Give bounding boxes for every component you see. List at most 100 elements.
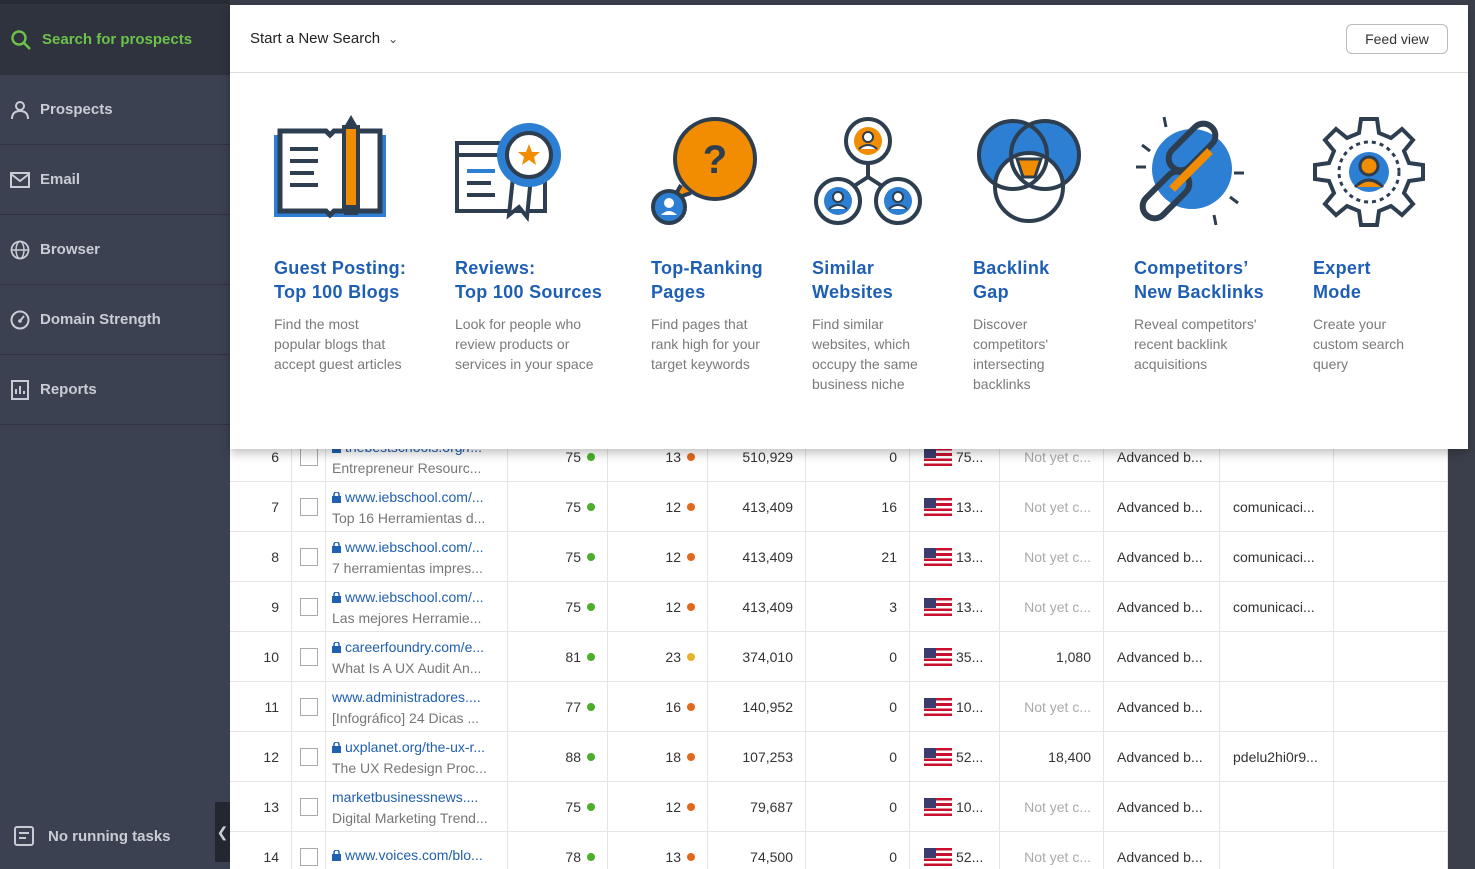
prospect-url-link[interactable]: careerfoundry.com/e... xyxy=(332,639,502,655)
sidebar-item-prospects[interactable]: Prospects xyxy=(0,75,230,145)
card-competitors-new-backlinks[interactable]: Competitors’ New Backlinks Reveal competi… xyxy=(1134,115,1274,374)
domain-rating-cell: 75 xyxy=(508,532,608,582)
backlinks-value: 21 xyxy=(881,549,897,565)
book-pencil-icon xyxy=(274,115,386,219)
prospect-url-link[interactable]: uxplanet.org/the-ux-r... xyxy=(332,739,502,755)
prospect-url-link[interactable]: www.iebschool.com/... xyxy=(332,589,502,605)
keyword-cell xyxy=(1220,832,1334,869)
prospect-url-link[interactable]: www.iebschool.com/... xyxy=(332,539,502,555)
keyword-value: comunicaci... xyxy=(1233,499,1315,515)
url-rating-value: 23 xyxy=(665,649,681,665)
card-reviews[interactable]: Reviews: Top 100 Sources Look for people … xyxy=(455,115,605,374)
card-guest-posting[interactable]: Guest Posting: Top 100 Blogs Find the mos… xyxy=(274,115,406,374)
extra-cell xyxy=(1334,682,1448,732)
page-title: Entrepreneur Resourc... xyxy=(332,459,482,476)
prospect-url-link[interactable]: www.voices.com/blo... xyxy=(332,847,502,863)
domain-rating-value: 75 xyxy=(565,799,581,815)
collapse-sidebar-button[interactable]: ❮ xyxy=(215,802,230,862)
venn-diagram-icon xyxy=(977,119,1081,223)
prospect-url-link[interactable]: www.administradores.... xyxy=(332,689,502,705)
gear-user-icon xyxy=(1313,117,1425,227)
url-text: marketbusinessnews.... xyxy=(332,788,479,805)
row-number: 10 xyxy=(230,632,292,682)
row-checkbox[interactable] xyxy=(299,548,318,566)
us-flag-icon xyxy=(924,498,952,516)
card-expert-mode[interactable]: Expert Mode Create your custom search que… xyxy=(1313,115,1425,374)
row-checkbox[interactable] xyxy=(299,498,318,516)
table-row[interactable]: 9 www.iebschool.com/... Las mejores Herram… xyxy=(230,582,1448,632)
feed-view-button[interactable]: Feed view xyxy=(1346,24,1448,54)
card-title-line2: Pages xyxy=(651,282,706,302)
table-row[interactable]: 10 careerfoundry.com/e... What Is A UX Aud… xyxy=(230,632,1448,682)
row-number: 12 xyxy=(230,732,292,782)
new-search-dropdown[interactable]: Start a New Search xyxy=(250,30,381,47)
status-dot xyxy=(587,703,595,711)
table-row[interactable]: 14 www.voices.com/blo... 78 13 74,500 0 52... N… xyxy=(230,832,1448,869)
prospect-url-link[interactable]: marketbusinessnews.... xyxy=(332,789,502,805)
search-icon xyxy=(11,29,31,50)
table-row[interactable]: 12 uxplanet.org/the-ux-r... The UX Redesig… xyxy=(230,732,1448,782)
lock-icon xyxy=(332,591,341,604)
sidebar-item-email[interactable]: Email xyxy=(0,145,230,215)
backlinks-cell: 3 xyxy=(806,582,910,632)
status-dot xyxy=(687,703,695,711)
country-cell: 10... xyxy=(910,782,1000,832)
row-checkbox[interactable] xyxy=(299,448,318,466)
keyword-cell xyxy=(1220,432,1334,482)
url-rating-value: 12 xyxy=(665,549,681,565)
row-checkbox[interactable] xyxy=(299,648,318,666)
backlinks-cell: 0 xyxy=(806,632,910,682)
prospects-table: 6thebestschools.org/r...Entrepreneur Res… xyxy=(230,432,1448,869)
search-type-cell: Advanced b... xyxy=(1104,532,1220,582)
card-backlink-gap[interactable]: Backlink Gap Discover competitors' inters… xyxy=(973,115,1085,394)
domain-rating-cell: 78 xyxy=(508,832,608,869)
backlinks-value: 0 xyxy=(889,449,897,465)
sidebar-item-reports[interactable]: Reports xyxy=(0,355,230,425)
table-row[interactable]: 11 www.administradores.... [Infográfico] 2… xyxy=(230,682,1448,732)
card-similar-websites[interactable]: Similar Websites Find similar websites, w… xyxy=(812,115,927,394)
review-badge-icon xyxy=(455,123,561,223)
search-for-prospects-item[interactable]: Search for prospects xyxy=(0,0,230,75)
row-checkbox[interactable] xyxy=(299,748,318,766)
row-checkbox[interactable] xyxy=(299,598,318,616)
table-row[interactable]: 8 www.iebschool.com/... 7 herramientas imp… xyxy=(230,532,1448,582)
backlinks-cell: 0 xyxy=(806,832,910,869)
envelope-icon xyxy=(10,170,30,190)
chevron-down-icon[interactable]: ⌄ xyxy=(388,31,399,46)
running-tasks-status[interactable]: No running tasks xyxy=(0,803,230,869)
row-number-text: 14 xyxy=(263,849,279,865)
row-checkbox-cell xyxy=(292,732,326,782)
search-type-value: Advanced b... xyxy=(1117,599,1203,615)
sidebar-item-domain-strength[interactable]: Domain Strength xyxy=(0,285,230,355)
search-type-value: Advanced b... xyxy=(1117,549,1203,565)
tasks-icon xyxy=(14,826,34,846)
traffic-cell: 74,500 xyxy=(708,832,806,869)
card-title-line1: Expert xyxy=(1313,258,1371,278)
country-value: 13... xyxy=(956,599,984,615)
url-cell: www.iebschool.com/... Top 16 Herramientas… xyxy=(326,482,508,532)
visits-value: Not yet c... xyxy=(1024,849,1091,865)
row-checkbox[interactable] xyxy=(299,798,318,816)
row-checkbox[interactable] xyxy=(299,698,318,716)
us-flag-icon xyxy=(924,448,952,466)
backlinks-value: 0 xyxy=(889,849,897,865)
sidebar-item-label: Email xyxy=(40,171,81,188)
traffic-value: 510,929 xyxy=(742,449,793,465)
prospect-url-link[interactable]: www.iebschool.com/... xyxy=(332,489,502,505)
traffic-value: 413,409 xyxy=(742,599,793,615)
domain-rating-value: 75 xyxy=(565,499,581,515)
visits-cell: Not yet c... xyxy=(1000,582,1104,632)
table-row[interactable]: 13 marketbusinessnews.... Digital Marketin… xyxy=(230,782,1448,832)
search-type-cell: Advanced b... xyxy=(1104,682,1220,732)
backlinks-value: 0 xyxy=(889,699,897,715)
search-type-value: Advanced b... xyxy=(1117,699,1203,715)
table-row[interactable]: 7 www.iebschool.com/... Top 16 Herramienta… xyxy=(230,482,1448,532)
extra-cell xyxy=(1334,432,1448,482)
url-rating-cell: 18 xyxy=(608,732,708,782)
domain-rating-cell: 88 xyxy=(508,732,608,782)
row-checkbox[interactable] xyxy=(299,848,318,866)
card-top-ranking-pages[interactable]: ? Top-Ranking Pages Find pages that rank … xyxy=(651,115,771,374)
sidebar-item-browser[interactable]: Browser xyxy=(0,215,230,285)
status-dot xyxy=(587,453,595,461)
backlinks-value: 0 xyxy=(889,649,897,665)
